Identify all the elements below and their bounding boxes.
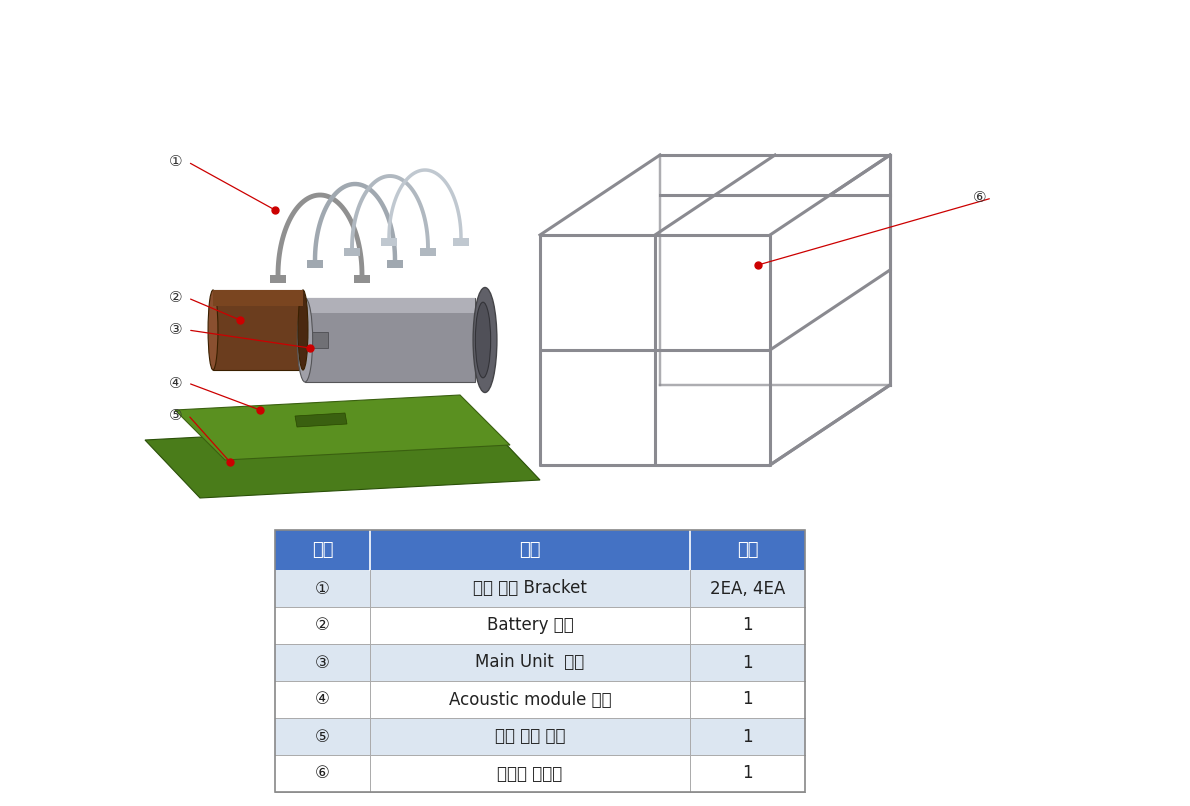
Text: ⑥: ⑥ [973,190,987,206]
Bar [305,298,475,382]
Text: ①: ① [169,155,183,169]
Text: 2EA, 4EA: 2EA, 4EA [710,580,785,597]
FancyBboxPatch shape [275,755,804,792]
Text: 분류: 분류 [312,541,333,559]
Text: ⑤: ⑤ [169,408,183,422]
Bar [381,238,397,246]
Text: ②: ② [315,617,330,634]
Text: Main Unit  용기: Main Unit 용기 [475,654,584,671]
FancyBboxPatch shape [275,681,804,718]
Ellipse shape [474,288,497,393]
Text: 프레임 조립체: 프레임 조립체 [497,765,563,783]
Bar [307,260,322,268]
Text: 1: 1 [743,728,753,746]
Ellipse shape [298,290,308,370]
Bar [353,275,370,283]
Bar [344,248,361,256]
Text: 내용: 내용 [519,541,540,559]
FancyBboxPatch shape [275,530,804,570]
Bar [420,248,436,256]
FancyBboxPatch shape [275,570,804,607]
Text: ③: ③ [169,322,183,338]
Bar [213,290,303,370]
Text: ②: ② [169,290,183,305]
Bar [387,260,403,268]
Text: ⑥: ⑥ [315,765,330,783]
Text: ③: ③ [315,654,330,671]
Text: 1: 1 [743,617,753,634]
Bar [305,298,475,313]
Text: 1: 1 [743,765,753,783]
Bar [453,238,469,246]
Text: 용기 고정 패널: 용기 고정 패널 [495,728,565,746]
Text: 용기 고정 Bracket: 용기 고정 Bracket [474,580,587,597]
FancyBboxPatch shape [275,644,804,681]
FancyBboxPatch shape [275,607,804,644]
Text: Acoustic module 용기: Acoustic module 용기 [449,691,612,708]
Text: ①: ① [315,580,330,597]
Bar [270,275,286,283]
FancyBboxPatch shape [275,718,804,755]
Text: 1: 1 [743,654,753,671]
Ellipse shape [475,302,490,378]
Bar [213,290,303,306]
Bar [298,332,328,348]
Ellipse shape [298,298,313,382]
Text: ④: ④ [315,691,330,708]
Polygon shape [175,395,511,460]
Text: 수량: 수량 [737,541,758,559]
Text: 1: 1 [743,691,753,708]
Ellipse shape [208,290,218,370]
Text: Battery 용기: Battery 용기 [487,617,574,634]
Text: ⑤: ⑤ [315,728,330,746]
Polygon shape [295,413,347,427]
Text: ④: ④ [169,376,183,390]
Polygon shape [145,422,540,498]
